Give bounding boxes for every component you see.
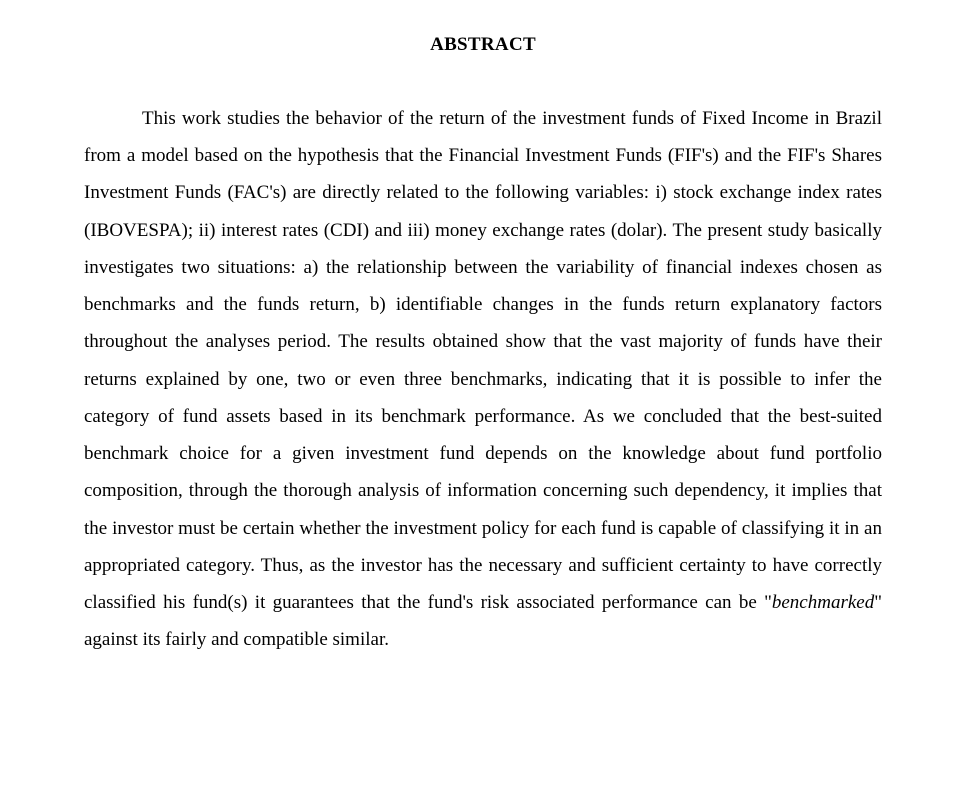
abstract-body: This work studies the behavior of the re… xyxy=(84,100,882,659)
document-page: ABSTRACT This work studies the behavior … xyxy=(0,0,960,699)
abstract-title: ABSTRACT xyxy=(84,34,882,56)
